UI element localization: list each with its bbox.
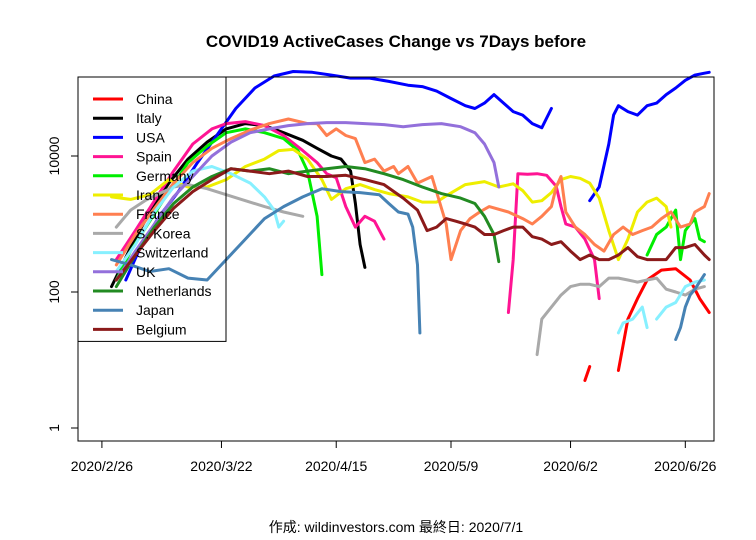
y-tick-label: 1: [46, 424, 62, 432]
series-line: [114, 183, 305, 229]
y-tick-label: 100: [46, 280, 62, 304]
series-line: [588, 70, 711, 203]
legend-label: S. Korea: [136, 225, 191, 241]
legend-label: USA: [136, 129, 165, 145]
series-japan: [110, 187, 706, 341]
caption: 作成: wildinvestors.com 最終日: 2020/7/1: [269, 519, 524, 535]
series-line: [110, 187, 422, 335]
legend-label: Switzerland: [136, 245, 208, 261]
series-france: [114, 117, 711, 267]
x-tick-label: 2020/4/15: [305, 458, 367, 474]
series-line: [114, 167, 711, 282]
x-tick-label: 2020/6/26: [654, 458, 716, 474]
x-tick-label: 2020/6/2: [543, 458, 598, 474]
series-uk: [114, 121, 501, 282]
x-axis: 2020/2/26 2020/3/22 2020/4/15 2020/5/9 2020/…: [71, 441, 717, 474]
legend-label: Spain: [136, 149, 172, 165]
series-belgium: [114, 167, 711, 282]
series-line: [114, 117, 711, 267]
legend-label: Japan: [136, 302, 174, 318]
legend-label: Belgium: [136, 321, 187, 337]
legend: China Italy USA Spain Germany Iran France S. Ko…: [77, 76, 227, 342]
legend-label: France: [136, 206, 180, 222]
series-line: [616, 305, 649, 335]
series-line: [114, 120, 386, 262]
legend-label: Netherlands: [136, 283, 212, 299]
legend-box: [77, 76, 227, 342]
y-tick-label: 10000: [46, 136, 62, 175]
legend-label: Iran: [136, 187, 160, 203]
x-tick-label: 2020/5/9: [424, 458, 479, 474]
series-line: [583, 365, 592, 382]
legend-label: Germany: [136, 168, 194, 184]
legend-label: UK: [136, 264, 156, 280]
series-line: [535, 276, 706, 357]
series-s-korea: [114, 183, 706, 357]
chart-title: COVID19 ActiveCases Change vs 7Days befo…: [206, 32, 586, 51]
legend-label: Italy: [136, 110, 162, 126]
legend-label: China: [136, 91, 173, 107]
series-line: [655, 278, 706, 321]
series-line: [674, 273, 706, 341]
series-line: [114, 121, 501, 282]
x-tick-label: 2020/2/26: [71, 458, 133, 474]
series-line: [114, 165, 501, 289]
y-axis: 1 100 10000: [46, 136, 78, 432]
series-line: [616, 267, 711, 372]
series-netherlands: [114, 165, 501, 289]
series-line: [645, 208, 706, 262]
x-tick-label: 2020/3/22: [190, 458, 252, 474]
series-china: [583, 267, 711, 382]
plot-area: [110, 70, 711, 382]
